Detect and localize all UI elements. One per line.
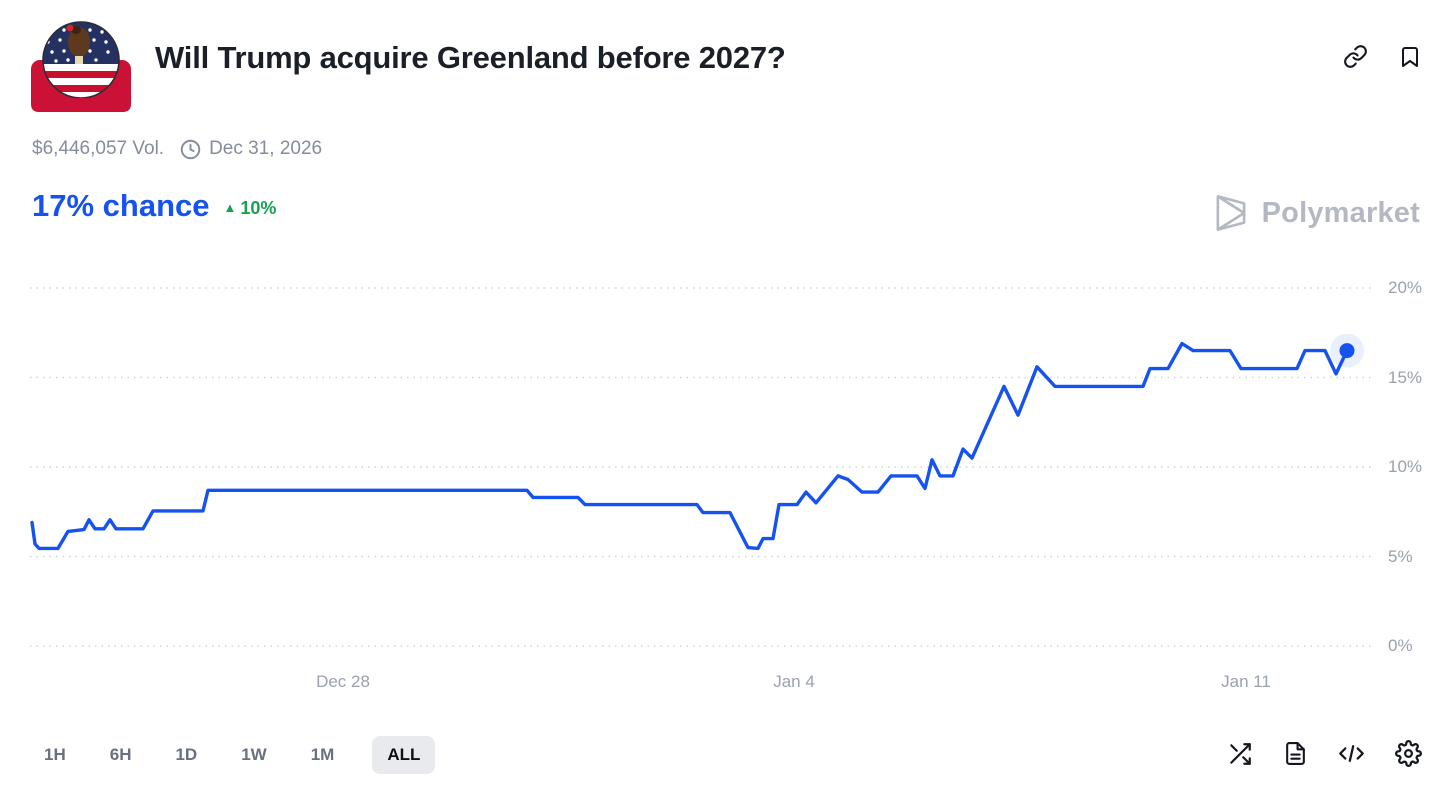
y-tick-label: 10% — [1388, 457, 1423, 476]
market-meta: $6,446,057 Vol. Dec 31, 2026 — [32, 138, 322, 160]
timeframe-all[interactable]: ALL — [372, 736, 436, 774]
shuffle-icon[interactable] — [1227, 741, 1253, 767]
y-tick-label: 0% — [1388, 636, 1413, 655]
timeframe-1w[interactable]: 1W — [241, 745, 267, 764]
timeframe-1h[interactable]: 1H — [44, 745, 66, 764]
x-tick-label: Jan 4 — [773, 672, 815, 691]
timeframe-6h[interactable]: 6H — [109, 745, 132, 764]
chart-tools — [1227, 740, 1422, 767]
change-value: 10% — [240, 198, 277, 218]
y-tick-label: 15% — [1388, 367, 1423, 387]
settings-gear-icon[interactable] — [1395, 740, 1422, 767]
y-tick-label: 20% — [1388, 278, 1423, 297]
timeframe-1d[interactable]: 1D — [175, 745, 198, 764]
y-tick-label: 5% — [1388, 546, 1413, 566]
link-icon[interactable] — [1343, 44, 1368, 69]
polymarket-watermark: Polymarket — [1210, 192, 1420, 234]
code-icon[interactable] — [1338, 740, 1365, 767]
clock-icon — [180, 139, 201, 159]
probability-chart[interactable] — [0, 260, 1456, 670]
up-triangle-icon: ▲ — [223, 200, 237, 215]
end-date-label: Dec 31, 2026 — [209, 138, 323, 159]
x-tick-label: Jan 11 — [1221, 672, 1271, 691]
x-tick-label: Dec 28 — [316, 672, 370, 691]
chance-change: ▲ 10% — [224, 198, 277, 221]
polymarket-logo-icon — [1216, 195, 1246, 231]
header-actions — [1343, 44, 1422, 69]
chance-row: 17% chance ▲ 10% — [32, 190, 276, 221]
chance-value: 17% chance — [32, 188, 210, 223]
market-avatar — [30, 18, 132, 114]
price-line — [30, 341, 1349, 551]
timeframe-selector: 1H 6H 1D 1W 1M ALL — [44, 736, 436, 774]
document-icon[interactable] — [1283, 741, 1308, 766]
volume-label: $6,446,057 Vol. — [32, 138, 165, 159]
flag-pocket-icon — [31, 21, 131, 112]
endpoint-dot — [1339, 343, 1355, 359]
page-title: Will Trump acquire Greenland before 2027… — [155, 40, 786, 75]
polymarket-wordmark: Polymarket — [1261, 196, 1420, 229]
bookmark-icon[interactable] — [1398, 45, 1422, 69]
timeframe-1m[interactable]: 1M — [310, 745, 335, 764]
